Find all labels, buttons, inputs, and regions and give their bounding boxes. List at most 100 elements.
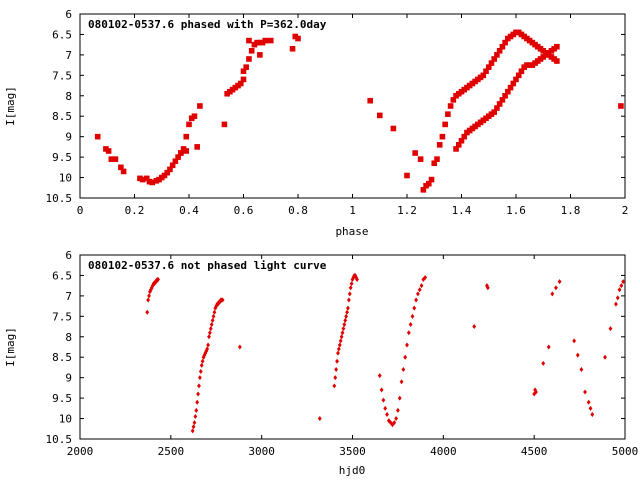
data-point xyxy=(554,285,558,291)
data-point xyxy=(167,166,173,173)
data-point xyxy=(390,422,395,428)
data-point xyxy=(367,97,374,104)
data-point xyxy=(198,375,202,381)
data-point xyxy=(405,342,409,348)
data-point xyxy=(262,37,269,44)
data-point xyxy=(458,137,465,144)
data-point xyxy=(341,326,346,332)
data-point xyxy=(507,84,514,91)
data-point xyxy=(210,317,215,323)
data-point xyxy=(420,187,427,193)
x-tick-label: 2000 xyxy=(67,445,94,458)
data-point xyxy=(431,160,438,167)
x-tick-label: 0.4 xyxy=(179,204,199,217)
data-point xyxy=(209,322,214,328)
data-point xyxy=(377,373,382,379)
data-point xyxy=(336,350,340,356)
data-point xyxy=(183,148,190,154)
data-point xyxy=(376,112,383,119)
data-point xyxy=(243,64,250,70)
data-point xyxy=(94,133,101,140)
data-point xyxy=(412,150,418,156)
data-point xyxy=(207,330,212,336)
x-tick-label: 3000 xyxy=(248,445,275,458)
data-point xyxy=(417,156,424,162)
data-point xyxy=(334,366,339,372)
y-tick-label: 10 xyxy=(59,413,72,426)
axis-ticks: 0 0.2 0.4 0.6 0.8 1 1.2 1.4 1.6 1.8 2 6 6.5 7 7.5 8 8.5 9… xyxy=(46,8,629,217)
data-point xyxy=(190,428,195,434)
data-point xyxy=(453,146,459,152)
x-tick-label: 3500 xyxy=(339,445,366,458)
data-point xyxy=(442,121,448,128)
data-point xyxy=(416,291,420,297)
data-point xyxy=(461,133,468,140)
data-point xyxy=(175,154,181,160)
data-point xyxy=(617,287,622,293)
data-point xyxy=(541,360,546,366)
data-point xyxy=(534,389,538,395)
data-point xyxy=(619,283,624,289)
y-tick-label: 6 xyxy=(65,8,72,21)
data-point xyxy=(205,346,210,352)
x-tick-label: 1.6 xyxy=(506,204,526,217)
data-point xyxy=(575,352,580,358)
data-point xyxy=(439,133,446,140)
data-point xyxy=(502,92,508,99)
data-point xyxy=(342,322,347,328)
data-point xyxy=(149,179,156,186)
data-point xyxy=(156,277,161,283)
data-point xyxy=(161,172,168,179)
data-point xyxy=(428,176,435,183)
y-tick-label: 10 xyxy=(59,172,72,185)
data-point xyxy=(213,305,218,311)
data-point xyxy=(164,169,170,176)
data-point xyxy=(550,291,555,297)
data-point xyxy=(608,326,613,332)
data-point xyxy=(143,175,150,182)
data-point xyxy=(494,105,500,111)
data-point xyxy=(339,334,344,340)
data-point xyxy=(423,274,428,280)
data-point xyxy=(515,72,522,79)
data-point xyxy=(198,369,203,375)
data-point xyxy=(257,52,263,58)
data-point xyxy=(485,64,492,70)
data-point xyxy=(426,180,432,187)
data-point xyxy=(615,295,620,301)
data-point xyxy=(195,399,200,405)
x-axis-label: phase xyxy=(335,225,368,238)
data-point xyxy=(383,405,388,411)
data-point xyxy=(145,309,150,315)
data-point xyxy=(554,58,560,64)
y-tick-label: 8.5 xyxy=(52,110,72,123)
data-point xyxy=(192,420,197,426)
data-point xyxy=(199,362,204,368)
data-point xyxy=(450,97,457,103)
data-point xyxy=(108,156,115,162)
data-point xyxy=(417,287,422,293)
data-point xyxy=(436,142,443,148)
x-tick-label: 5000 xyxy=(612,445,639,458)
x-tick-label: 2 xyxy=(622,204,629,217)
data-point xyxy=(546,344,551,350)
x-axis-label: hjd0 xyxy=(339,464,366,477)
data-point xyxy=(480,72,487,79)
data-point xyxy=(513,76,519,83)
data-point xyxy=(518,68,525,75)
data-point xyxy=(403,354,408,360)
y-tick-label: 10.5 xyxy=(46,433,73,446)
data-point xyxy=(212,309,217,315)
data-point xyxy=(211,313,216,319)
x-tick-label: 4500 xyxy=(521,445,548,458)
x-tick-label: 1 xyxy=(349,204,356,217)
data-point xyxy=(344,313,349,319)
data-points xyxy=(145,272,626,434)
data-point xyxy=(194,407,199,413)
data-point xyxy=(392,420,397,426)
x-tick-label: 0 xyxy=(77,204,84,217)
data-point xyxy=(146,297,151,303)
data-point xyxy=(112,156,119,162)
data-point xyxy=(408,322,413,328)
y-tick-label: 8 xyxy=(65,90,72,103)
